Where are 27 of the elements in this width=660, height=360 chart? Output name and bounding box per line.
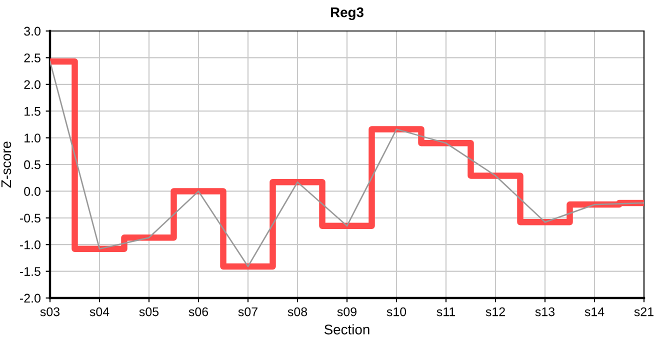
x-tick-label: s08 <box>288 307 308 316</box>
x-tick-label: s03 <box>40 307 60 316</box>
chart-title: Reg3 <box>330 7 364 20</box>
x-tick-label: s13 <box>535 307 555 316</box>
x-axis-title: Section <box>324 324 370 334</box>
x-tick-label: s05 <box>139 307 159 316</box>
x-tick-label: s10 <box>386 307 406 316</box>
y-tick-label: 1.0 <box>24 134 40 142</box>
y-tick-label: 1.5 <box>24 107 40 116</box>
x-tick-label: s04 <box>90 307 110 316</box>
x-tick-label: s07 <box>238 307 258 316</box>
x-tick-label: s14 <box>584 307 604 316</box>
y-tick-label: -1.0 <box>20 240 40 250</box>
y-tick-label: -1.5 <box>20 267 40 276</box>
y-axis-title: Z-score <box>1 142 12 188</box>
y-tick-label: -0.5 <box>20 214 40 223</box>
x-tick-label: s21 <box>634 307 654 316</box>
y-tick-label: 0.0 <box>24 187 40 196</box>
x-tick-label: s11 <box>436 307 456 316</box>
x-tick-label: s09 <box>337 307 356 316</box>
y-tick-label: 2.5 <box>24 54 40 62</box>
y-tick-label: 3.0 <box>24 26 40 36</box>
y-tick-label: 0.5 <box>24 160 40 170</box>
y-tick-label: -2.0 <box>20 294 40 303</box>
y-tick-label: 2.0 <box>24 80 40 90</box>
x-tick-label: s06 <box>188 307 208 316</box>
x-tick-label: s12 <box>486 307 505 316</box>
